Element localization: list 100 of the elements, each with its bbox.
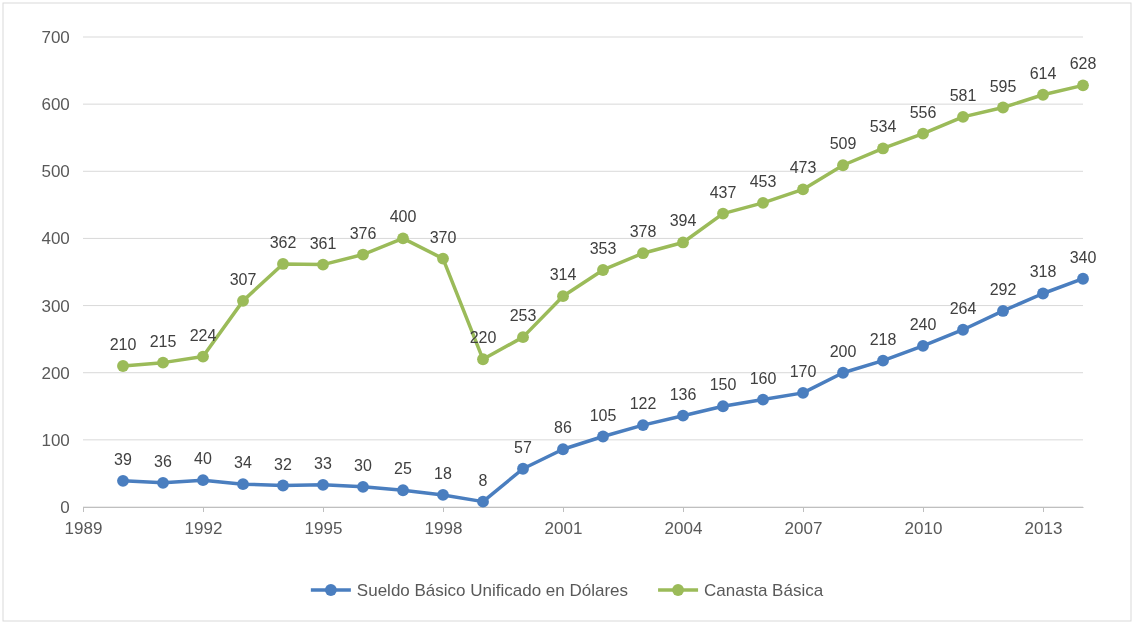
point [997, 305, 1009, 317]
point [477, 495, 489, 508]
data-label: 34 [234, 454, 252, 472]
data-label: 218 [869, 330, 897, 348]
data-label: 136 [669, 385, 697, 403]
point [637, 419, 649, 431]
point [277, 258, 289, 270]
x-tick-label: 2010 [904, 518, 943, 538]
point [677, 409, 689, 422]
y-tick-label: 0 [60, 497, 70, 517]
data-label: 378 [629, 223, 657, 241]
y-tick-label: 500 [41, 162, 70, 182]
point [837, 366, 849, 379]
point [797, 183, 809, 196]
data-label: 36 [154, 452, 172, 470]
legend-label: Canasta Básica [704, 581, 824, 600]
legend-label: Sueldo Básico Unificado en Dólares [356, 581, 629, 600]
x-tick-label: 1995 [304, 518, 343, 538]
data-label: 292 [989, 280, 1017, 298]
data-label: 215 [149, 332, 177, 350]
data-label: 224 [189, 326, 217, 344]
point [597, 430, 609, 443]
point [717, 400, 729, 413]
data-label: 264 [949, 299, 977, 317]
data-label: 253 [509, 307, 537, 325]
data-label: 394 [669, 212, 697, 230]
data-label: 361 [309, 234, 337, 252]
data-label: 8 [478, 471, 488, 489]
data-label: 33 [314, 454, 332, 472]
data-label: 150 [709, 376, 737, 394]
data-label: 18 [434, 464, 452, 482]
point [717, 207, 729, 220]
data-label: 534 [869, 118, 897, 136]
data-label: 122 [629, 395, 657, 413]
data-label: 105 [589, 406, 617, 424]
point [357, 480, 369, 493]
data-label: 25 [394, 460, 412, 478]
data-label: 160 [749, 369, 777, 387]
point [317, 258, 329, 271]
x-tick-label: 1992 [184, 518, 223, 538]
point [477, 353, 489, 366]
point [757, 393, 769, 406]
data-label: 581 [949, 86, 977, 104]
point [1037, 88, 1049, 101]
point [877, 142, 889, 155]
data-label: 318 [1029, 263, 1057, 281]
data-label: 473 [789, 159, 817, 177]
data-label: 353 [589, 239, 617, 257]
x-tick-label: 1998 [424, 518, 463, 538]
y-tick-label: 600 [41, 95, 70, 115]
data-label: 362 [269, 233, 297, 251]
data-label: 210 [109, 336, 137, 353]
y-tick-label: 700 [41, 27, 70, 47]
data-label: 376 [349, 224, 377, 242]
point [557, 290, 569, 303]
point [357, 248, 369, 261]
data-label: 32 [274, 455, 292, 473]
point [797, 386, 809, 399]
point [637, 247, 649, 260]
point [277, 479, 289, 492]
data-label: 39 [114, 450, 132, 468]
data-label: 57 [514, 438, 532, 456]
point [437, 252, 449, 265]
point [397, 484, 409, 497]
point [197, 350, 209, 363]
data-label: 595 [989, 77, 1017, 95]
data-label: 509 [829, 135, 857, 153]
point [517, 331, 529, 344]
point [157, 476, 169, 489]
data-label: 453 [749, 172, 777, 190]
data-label: 437 [709, 183, 737, 201]
y-tick-label: 400 [41, 229, 70, 249]
data-label: 40 [194, 450, 212, 468]
data-label: 314 [549, 266, 577, 284]
data-label: 240 [909, 315, 937, 333]
data-label: 556 [909, 103, 937, 121]
point [837, 159, 849, 172]
point [117, 474, 129, 487]
point [237, 478, 249, 491]
data-label: 370 [429, 228, 457, 246]
x-tick-label: 1989 [64, 518, 103, 538]
point [437, 489, 449, 501]
data-label: 200 [829, 342, 857, 360]
point [877, 354, 889, 367]
data-label: 170 [789, 362, 817, 380]
x-tick-label: 2001 [544, 518, 583, 538]
point [317, 478, 329, 491]
x-tick-label: 2013 [1024, 518, 1063, 538]
point [917, 127, 929, 140]
point [157, 356, 169, 369]
point [757, 196, 769, 209]
point [917, 339, 929, 352]
data-label: 307 [229, 270, 257, 288]
data-label: 86 [554, 419, 572, 437]
x-tick-label: 2004 [664, 518, 703, 538]
data-label: 628 [1069, 55, 1097, 73]
y-tick-label: 200 [41, 363, 70, 383]
y-tick-label: 300 [41, 296, 70, 316]
point [557, 443, 569, 456]
point [397, 232, 409, 245]
